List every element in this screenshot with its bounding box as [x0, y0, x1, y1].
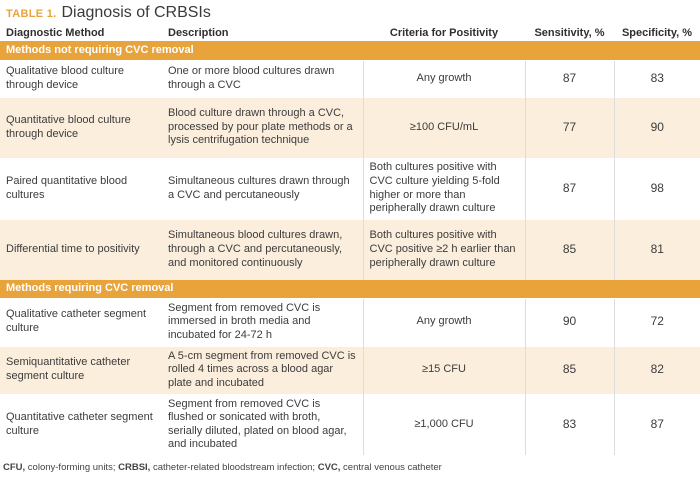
- description-cell: Simultaneous blood cultures drawn, throu…: [162, 218, 363, 280]
- table-row: Quantitative catheter segment culture Se…: [0, 393, 700, 455]
- sensitivity-cell: 85: [524, 218, 614, 280]
- header-sensitivity: Sensitivity, %: [534, 26, 605, 39]
- specificity-cell: 98: [613, 157, 700, 219]
- criteria-cell: Both cultures positive with CVC positive…: [362, 218, 525, 280]
- method-cell: Quantitative catheter segment culture: [0, 393, 162, 455]
- footnote-def-crbsi: catheter-related bloodstream infection;: [150, 462, 318, 473]
- table-row: Semiquantitative catheter segment cultur…: [0, 345, 700, 394]
- sensitivity-cell: 87: [524, 157, 614, 219]
- section-label: Methods not requiring CVC removal: [0, 42, 700, 60]
- table-row: Quantitative blood culture through devic…: [0, 96, 700, 158]
- criteria-cell: Any growth: [362, 297, 525, 346]
- description-cell: One or more blood cultures drawn through…: [162, 59, 363, 97]
- table-row: Differential time to positivity Simultan…: [0, 218, 700, 280]
- section-header-no-removal: Methods not requiring CVC removal: [0, 42, 700, 60]
- footnote-def-cvc: central venous catheter: [340, 462, 442, 473]
- footnote-abbr-crbsi: CRBSI,: [118, 462, 151, 473]
- header-method: Diagnostic Method: [6, 26, 105, 39]
- table-title: TABLE 1. Diagnosis of CRBSIs: [6, 4, 211, 24]
- footnote-def-cfu: colony-forming units;: [25, 462, 119, 473]
- sensitivity-cell: 77: [524, 96, 614, 158]
- method-cell: Quantitative blood culture through devic…: [0, 96, 162, 158]
- criteria-cell: Both cultures positive with CVC culture …: [362, 157, 525, 219]
- header-row: Diagnostic Method Description Criteria f…: [0, 24, 700, 42]
- description-cell: Segment from removed CVC is immersed in …: [162, 297, 363, 346]
- criteria-cell: ≥1,000 CFU: [362, 393, 525, 455]
- method-cell: Paired quantitative blood cultures: [0, 157, 162, 219]
- table-caption: Diagnosis of CRBSIs: [61, 4, 211, 21]
- section-header-removal: Methods requiring CVC removal: [0, 280, 700, 298]
- criteria-cell: Any growth: [362, 59, 525, 97]
- method-cell: Qualitative catheter segment culture: [0, 297, 162, 346]
- description-cell: Blood culture drawn through a CVC, proce…: [162, 96, 363, 158]
- table-number: TABLE 1.: [6, 8, 57, 20]
- header-criteria: Criteria for Positivity: [389, 26, 499, 39]
- description-cell: A 5-cm segment from removed CVC is rolle…: [162, 345, 363, 394]
- footnote-abbr-cvc: CVC,: [317, 462, 341, 473]
- specificity-cell: 82: [613, 345, 700, 394]
- specificity-cell: 90: [613, 96, 700, 158]
- header-description: Description: [168, 26, 229, 39]
- criteria-cell: ≥15 CFU: [362, 345, 525, 394]
- table-row: Qualitative catheter segment culture Seg…: [0, 297, 700, 346]
- table-row: Qualitative blood culture through device…: [0, 59, 700, 97]
- section-label: Methods requiring CVC removal: [0, 280, 700, 298]
- specificity-cell: 87: [613, 393, 700, 455]
- criteria-cell: ≥100 CFU/mL: [362, 96, 525, 158]
- description-cell: Simultaneous cultures drawn through a CV…: [162, 157, 363, 219]
- sensitivity-cell: 85: [524, 345, 614, 394]
- specificity-cell: 81: [613, 218, 700, 280]
- sensitivity-cell: 87: [524, 59, 614, 97]
- table-row: Paired quantitative blood cultures Simul…: [0, 157, 700, 219]
- method-cell: Qualitative blood culture through device: [0, 59, 162, 97]
- sensitivity-cell: 83: [524, 393, 614, 455]
- header-specificity: Specificity, %: [621, 26, 693, 39]
- table-footnote: CFU, colony-forming units; CRBSI, cathet…: [3, 462, 442, 473]
- specificity-cell: 72: [613, 297, 700, 346]
- footnote-abbr-cfu: CFU,: [3, 462, 26, 473]
- description-cell: Segment from removed CVC is flushed or s…: [162, 393, 363, 455]
- specificity-cell: 83: [613, 59, 700, 97]
- method-cell: Differential time to positivity: [0, 218, 162, 280]
- method-cell: Semiquantitative catheter segment cultur…: [0, 345, 162, 394]
- sensitivity-cell: 90: [524, 297, 614, 346]
- diagnosis-table: Diagnostic Method Description Criteria f…: [0, 24, 700, 455]
